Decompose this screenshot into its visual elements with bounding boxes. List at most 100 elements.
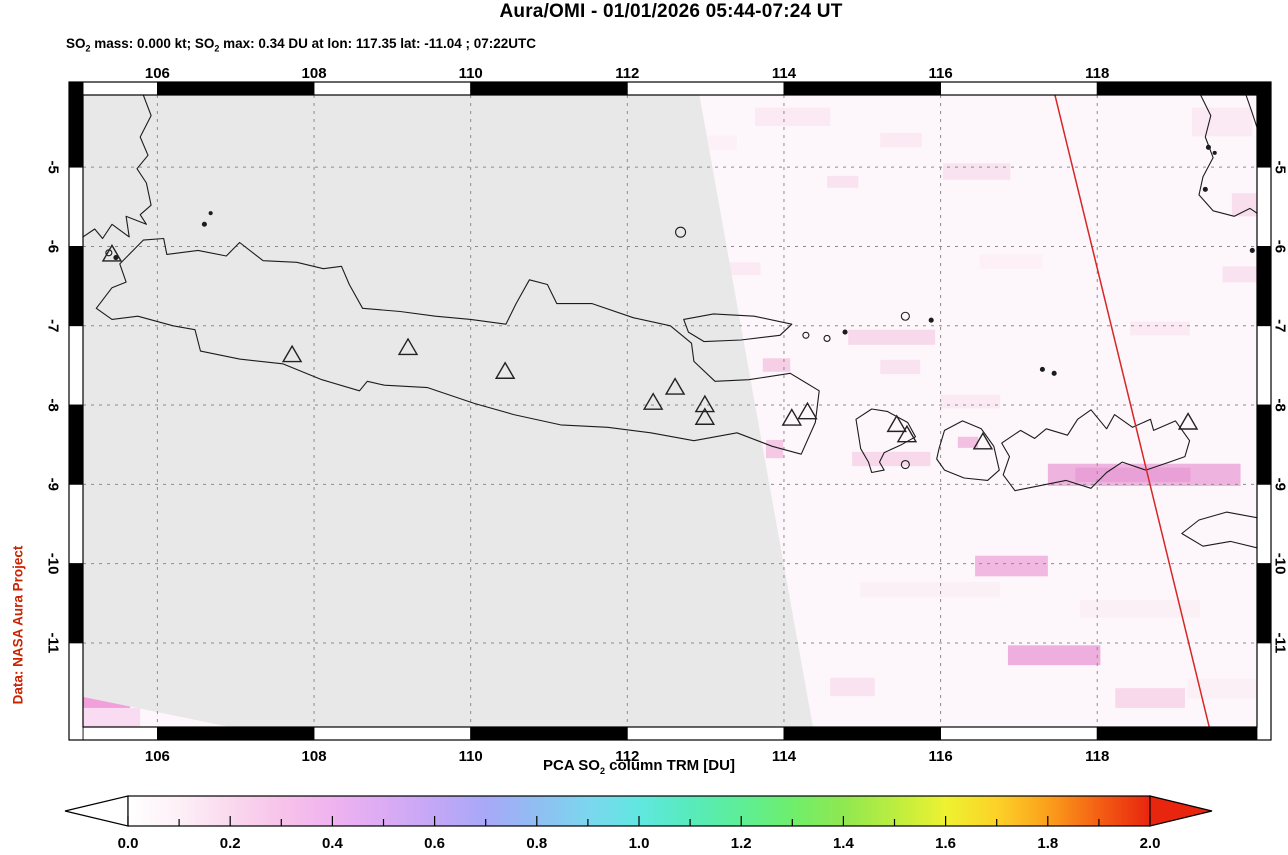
lat-label-left: -6 — [45, 240, 62, 253]
lon-label-bottom: 106 — [145, 748, 170, 765]
text-segment: max: 0.34 DU at lon: 117.35 lat: -11.04 … — [219, 36, 537, 51]
axis-band-right — [1256, 563, 1272, 644]
volcano-marker — [694, 407, 716, 425]
frame-outer-border — [68, 81, 1272, 741]
axis-band-left — [68, 81, 84, 168]
volcano-marker — [797, 401, 818, 420]
colorbar-tick-label: 0.2 — [220, 835, 241, 852]
island-dot — [1039, 366, 1045, 372]
colorbar-tick-label: 0.6 — [424, 835, 445, 852]
axis-band-right — [1256, 166, 1272, 247]
lat-label-left: -7 — [45, 319, 62, 332]
island-dot — [1202, 186, 1208, 192]
so2-patch — [957, 436, 979, 448]
so2-summary-line: SO2 mass: 0.000 kt; SO2 max: 0.34 DU at … — [66, 36, 536, 54]
so2-patch — [1130, 321, 1190, 336]
colorbar-tick-label: 2.0 — [1140, 835, 1161, 852]
volcano-marker — [101, 243, 123, 262]
axis-band-bottom — [470, 726, 628, 741]
lat-label-right: -7 — [1272, 319, 1288, 332]
axis-band-bottom — [82, 726, 158, 741]
coastline-madura — [683, 313, 793, 343]
subscript: 2 — [214, 43, 220, 54]
volcano-marker — [281, 344, 303, 363]
colorbar: 0.0 0.2 0.4 0.6 0.8 1.0 1.2 1.4 1.6 1.8 2.0 — [64, 795, 1213, 852]
axis-band-right — [1256, 246, 1272, 327]
lon-label-bottom: 108 — [302, 748, 327, 765]
lon-label-bottom: 118 — [1085, 748, 1109, 765]
so2-patch — [880, 133, 922, 148]
volcano-marker — [494, 361, 516, 379]
volcano-marker — [694, 394, 716, 413]
coastline-bali — [855, 408, 917, 474]
so2-patch — [1075, 467, 1191, 482]
lat-label-left: -9 — [45, 478, 62, 491]
coastline-sulawesi-e — [1245, 95, 1257, 128]
axis-band-left — [68, 166, 84, 247]
lon-label-top: 110 — [459, 65, 483, 82]
colorbar-tick-label: 1.6 — [935, 835, 956, 852]
lon-label-bottom: 116 — [928, 748, 952, 765]
island-dot — [900, 459, 910, 470]
axis-band-bottom — [783, 726, 941, 741]
axis-band-bottom — [313, 726, 472, 741]
axis-band-right — [1256, 642, 1272, 741]
volcano-marker — [781, 408, 803, 426]
so2-patch — [1007, 645, 1101, 666]
lat-label-right: -10 — [1272, 553, 1288, 575]
island-dot — [1051, 370, 1057, 376]
colorbar-tick-label: 0.8 — [526, 835, 547, 852]
island-dot — [823, 334, 831, 342]
volcano-marker — [397, 337, 419, 356]
colorbar-left-arrow — [64, 795, 129, 827]
colorbar-tick-label: 1.8 — [1037, 835, 1058, 852]
volcano-marker — [972, 431, 994, 450]
so2-patch — [942, 163, 1011, 180]
island-dot — [208, 211, 213, 216]
so2-patch — [1191, 107, 1253, 137]
colorbar-tick-label: 1.0 — [629, 835, 650, 852]
lat-label-right: -8 — [1272, 398, 1288, 411]
axis-band-top — [783, 81, 941, 96]
axis-band-left — [68, 642, 84, 741]
coastline-sumbawa — [1001, 409, 1191, 492]
lat-label-right: -11 — [1272, 633, 1288, 654]
axis-band-top — [1096, 81, 1258, 96]
axis-band-bottom — [1096, 726, 1258, 741]
so2-patch — [701, 135, 737, 150]
so2-patch — [765, 439, 784, 459]
so2-patch — [940, 394, 1001, 409]
so2-patch — [975, 555, 1048, 577]
island-dot — [1249, 247, 1255, 253]
colorbar-tick-label: 1.2 — [731, 835, 752, 852]
lon-label-top: 106 — [145, 65, 170, 82]
so2-patch — [1222, 266, 1257, 283]
lat-label-left: -5 — [45, 160, 62, 173]
axis-band-top — [313, 81, 472, 96]
coastline-sumba — [1181, 511, 1257, 549]
colorbar-tick-label: 0.0 — [118, 835, 139, 852]
lon-label-bottom: 110 — [459, 748, 483, 765]
lon-label-top: 112 — [615, 65, 639, 82]
text-segment: column TRM [DU] — [604, 757, 735, 774]
axis-band-left — [68, 246, 84, 327]
axis-band-bottom — [626, 726, 785, 741]
axis-band-top — [157, 81, 315, 96]
volcano-marker — [896, 424, 918, 443]
colorbar-tick-label: 1.4 — [833, 835, 855, 852]
lat-label-right: -5 — [1272, 160, 1288, 173]
so2-patch — [979, 254, 1043, 269]
axis-band-right — [1256, 81, 1272, 168]
axis-band-left — [68, 404, 84, 485]
island-dot — [928, 317, 934, 323]
axis-band-right — [1256, 483, 1272, 565]
island-dot — [900, 311, 910, 321]
so2-patch — [1187, 678, 1257, 699]
lat-label-left: -11 — [45, 633, 62, 654]
volcano-marker — [642, 392, 664, 410]
axis-band-left — [68, 483, 84, 565]
coastline-sulawesi-sw — [1198, 95, 1257, 217]
axis-band-top — [82, 81, 158, 96]
lat-label-right: -6 — [1272, 240, 1288, 253]
colorbar-tick-label: 0.4 — [322, 835, 344, 852]
